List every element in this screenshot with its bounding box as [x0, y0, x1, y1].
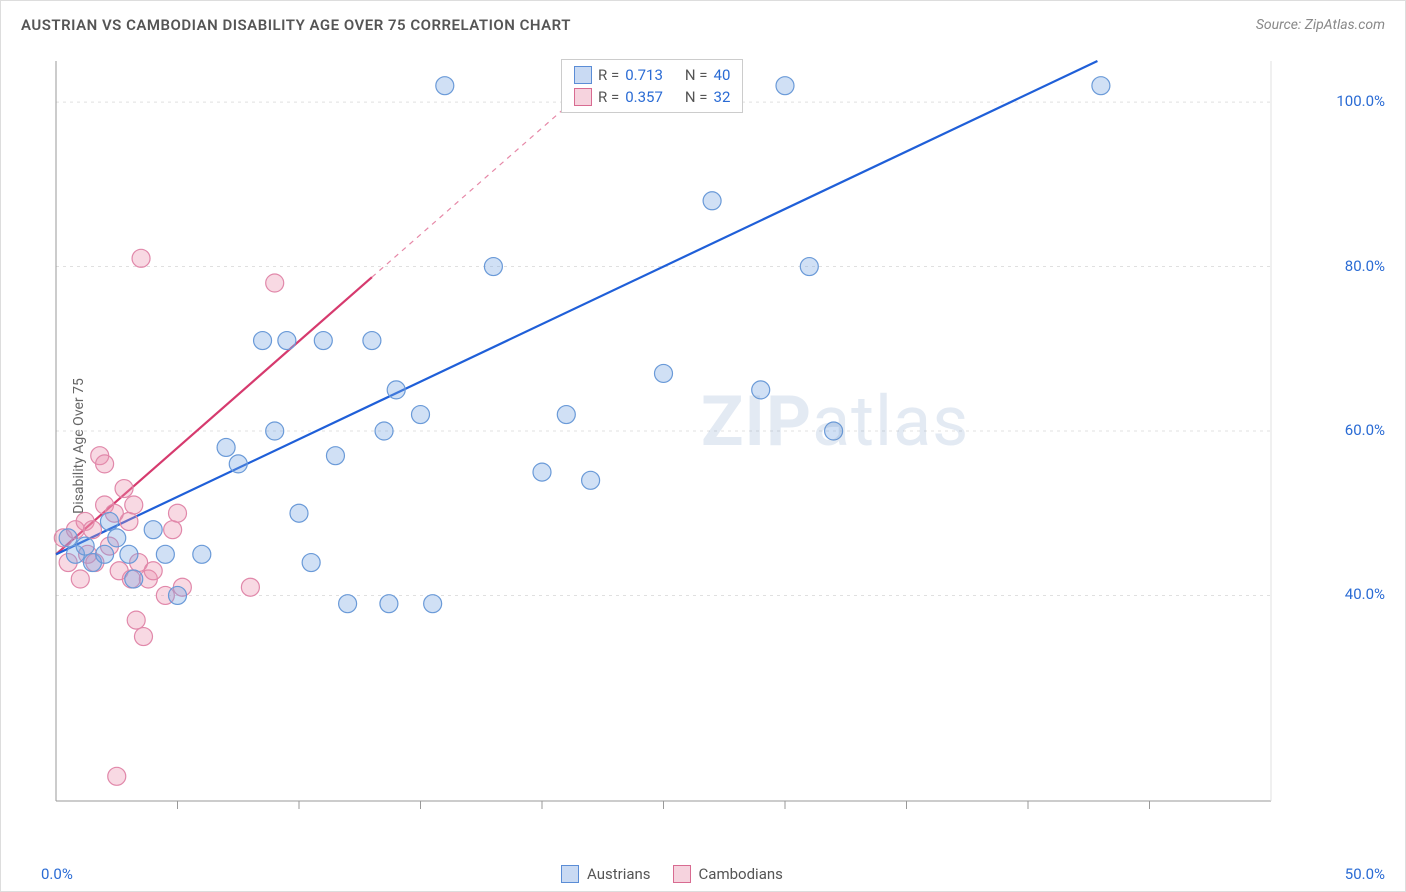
- r-label: R =: [598, 66, 619, 84]
- legend-item-austrians: Austrians: [561, 865, 651, 883]
- plot-area: [51, 56, 1351, 836]
- r-label: R =: [598, 88, 619, 106]
- scatter-svg: [51, 56, 1351, 836]
- stats-row-austrians: R = 0.713 N = 40: [562, 64, 742, 86]
- legend-item-cambodians: Cambodians: [673, 865, 783, 883]
- source-label: Source: ZipAtlas.com: [1256, 17, 1385, 33]
- y-tick-label: 80.0%: [1345, 257, 1385, 275]
- swatch-pink-icon: [574, 88, 592, 106]
- x-min-label: 0.0%: [41, 865, 73, 883]
- chart-header: AUSTRIAN VS CAMBODIAN DISABILITY AGE OVE…: [1, 1, 1405, 49]
- stats-row-cambodians: R = 0.357 N = 32: [562, 86, 742, 108]
- r-value: 0.357: [625, 88, 663, 106]
- swatch-blue-icon: [561, 865, 579, 883]
- x-max-label: 50.0%: [1345, 865, 1385, 883]
- chart-container: AUSTRIAN VS CAMBODIAN DISABILITY AGE OVE…: [0, 0, 1406, 892]
- y-tick-label: 40.0%: [1345, 585, 1385, 603]
- bottom-legend: Austrians Cambodians: [561, 865, 783, 883]
- legend-label: Austrians: [587, 865, 651, 883]
- legend-label: Cambodians: [699, 865, 783, 883]
- n-label: N =: [685, 66, 708, 84]
- y-tick-label: 60.0%: [1345, 421, 1385, 439]
- n-value: 40: [714, 66, 731, 84]
- r-value: 0.713: [625, 66, 663, 84]
- swatch-blue-icon: [574, 66, 592, 84]
- y-tick-label: 100.0%: [1336, 92, 1385, 110]
- swatch-pink-icon: [673, 865, 691, 883]
- n-value: 32: [714, 88, 731, 106]
- n-label: N =: [685, 88, 708, 106]
- stats-legend: R = 0.713 N = 40 R = 0.357 N = 32: [561, 59, 743, 113]
- chart-title: AUSTRIAN VS CAMBODIAN DISABILITY AGE OVE…: [21, 16, 571, 34]
